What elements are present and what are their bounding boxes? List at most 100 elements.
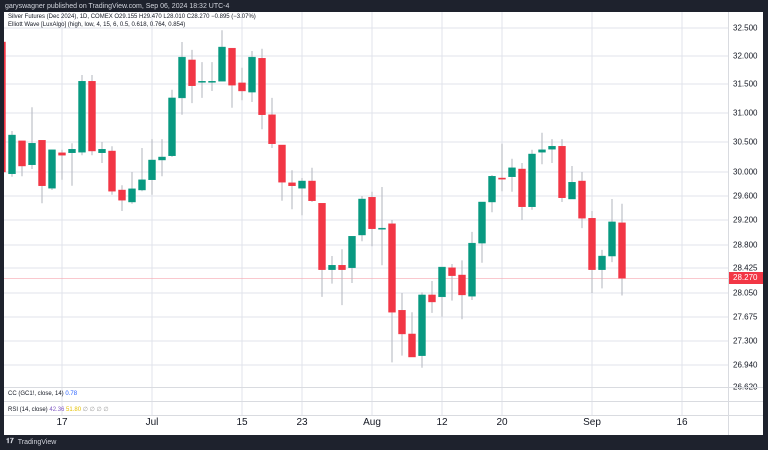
pane-separator[interactable] [4,387,763,388]
candle-up [328,265,336,270]
brand-name: TradingView [17,438,57,446]
chart-window: Silver Futures (Dec 2024), 1D, COMEX O29… [4,12,763,435]
candle-up [378,227,386,230]
cc-value: 0.78 [65,391,78,397]
tradingview-logo-icon: 𝟏𝟕 [6,438,14,445]
price-axis-border [728,12,729,435]
candle-up [358,198,366,236]
candle-down [368,196,376,229]
price-tick-label: 31.500 [733,79,758,89]
cc-label: CC (GC1!, close, 14) [8,391,64,397]
candle-down [118,189,126,201]
price-tick-label: 27.675 [733,312,758,322]
price-tick-label: 29.200 [733,215,758,225]
price-tick-label: 28.050 [733,288,758,298]
candle-down [4,41,6,173]
candle-up [348,236,356,268]
candle-down [238,82,246,92]
rsi-value: 42.36 [49,407,65,413]
tradingview-brand: 𝟏𝟕 TradingView [6,438,56,446]
candle-up [78,80,86,153]
time-tick-label: 17 [56,417,68,428]
candle-down [318,202,326,270]
price-tick-label: 30.000 [733,167,758,177]
candle-down [258,58,266,115]
candle-down [448,267,456,276]
time-tick-label: Aug [363,417,381,428]
rsi-ma-value: 51.80 [66,407,82,413]
price-tick-label: 30.500 [733,137,758,147]
candle-down [588,217,596,270]
candle-up [198,80,206,83]
candle-down [58,152,66,156]
candle-down [408,333,416,358]
time-tick-label: 23 [296,417,308,428]
candle-up [98,148,106,153]
candle-up [48,149,56,189]
price-tick-label: 26.940 [733,360,758,370]
candle-up [178,56,186,99]
candle-down [288,182,296,187]
candle-up [488,175,496,203]
publish-info: garyswagner published on TradingView.com… [5,3,230,10]
candle-down [398,310,406,335]
time-tick-label: 16 [676,417,688,428]
candle-down [108,150,116,192]
candle-up [528,153,536,207]
candle-down [268,114,276,144]
candle-up [298,180,306,189]
time-tick-label: 12 [436,417,448,428]
symbol-legend[interactable]: Silver Futures (Dec 2024), 1D, COMEX O29… [8,14,256,20]
candle-down [18,140,26,167]
price-tick-label: 28.425 [733,263,758,273]
candle-down [458,274,466,296]
candle-down [518,168,526,207]
price-chart[interactable] [4,12,763,435]
time-tick-label: 15 [236,417,248,428]
last-price-label: 28.270 [729,272,763,285]
price-tick-label: 27.300 [733,336,758,346]
candle-down [308,180,316,201]
pane-separator[interactable] [4,401,763,402]
candle-down [338,265,346,270]
candle-up [168,97,176,156]
price-tick-label: 29.600 [733,191,758,201]
candle-down [578,180,586,219]
candle-up [548,145,556,150]
candle-up [418,294,426,356]
candle-up [8,134,16,174]
candle-up [68,148,76,153]
candle-down [88,80,96,152]
time-tick-label: 20 [496,417,508,428]
candle-down [278,144,286,183]
time-axis-border [4,415,763,416]
indicator-legend[interactable]: Elliott Wave [LuxAlgo] (high, low, 4, 15… [8,22,186,28]
candle-down [558,145,566,198]
candle-up [28,142,36,165]
candle-up [128,188,136,203]
candle-up [568,181,576,200]
time-tick-label: Sep [583,417,601,428]
price-tick-label: 31.000 [733,108,758,118]
candle-down [388,223,396,313]
candle-down [498,177,506,180]
rsi-extra-values: ∅ ∅ ∅ ∅ [82,407,109,413]
candle-up [598,255,606,270]
candle-up [438,266,446,298]
candle-up [468,242,476,297]
candle-down [38,140,46,186]
price-tick-label: 32.500 [733,23,758,33]
time-tick-label: Jul [145,417,159,428]
candle-down [618,222,626,279]
candle-down [188,59,196,86]
candle-up [508,167,516,178]
cc-pane-legend: CC (GC1!, close, 14) 0.78 [8,391,77,397]
price-tick-label: 28.800 [733,240,758,250]
candle-up [248,56,256,93]
candle-up [208,80,216,83]
candle-down [228,47,236,86]
candle-up [538,149,546,153]
rsi-label: RSI (14, close) [8,407,48,413]
candle-up [218,46,226,82]
price-tick-label: 32.000 [733,51,758,61]
